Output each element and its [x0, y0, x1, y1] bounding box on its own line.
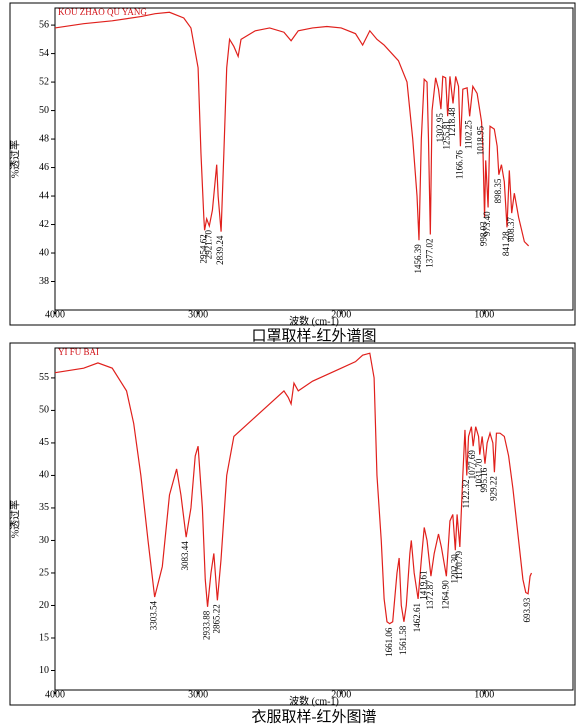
outer-frame	[9, 2, 576, 326]
peak-label: 1372.87	[425, 580, 435, 610]
peak-label: 929.22	[488, 476, 498, 501]
x-tick-label: 1000	[474, 689, 494, 700]
y-tick-label: 56	[39, 19, 49, 30]
peak-label: 2921.70	[203, 229, 213, 259]
y-tick-label: 10	[39, 665, 49, 676]
peak-label: 1561.58	[398, 625, 408, 655]
y-tick-label: 54	[39, 48, 49, 59]
peak-label: 2933.88	[202, 610, 212, 640]
plot-frame	[54, 7, 574, 311]
spectrum-line	[54, 11, 530, 247]
y-tick-label: 15	[39, 632, 49, 643]
peak-label: 1302.95	[435, 113, 445, 143]
x-tick-label: 3000	[188, 689, 208, 700]
chart-title: YI FU BAI	[58, 347, 99, 357]
peak-label: 841.28	[501, 231, 511, 256]
peak-label: 1102.25	[464, 120, 474, 149]
x-tick-label: 3000	[188, 309, 208, 320]
x-tick-label: 4000	[45, 689, 65, 700]
peak-label: 995.16	[479, 467, 489, 492]
peak-label: 1456.39	[413, 244, 423, 274]
x-tick-label: 4000	[45, 309, 65, 320]
peak-label: 1377.02	[424, 239, 434, 268]
peak-label: 1166.76	[454, 150, 464, 179]
peak-label: 808.37	[506, 217, 516, 242]
peak-label: 1264.90	[440, 580, 450, 610]
y-tick-label: 35	[39, 502, 49, 513]
peak-label: 1170.79	[454, 550, 464, 579]
y-axis-label: %透过率	[8, 500, 21, 538]
y-tick-label: 42	[39, 219, 49, 230]
x-tick-label: 1000	[474, 309, 494, 320]
peak-label: 1018.95	[476, 125, 486, 155]
y-tick-label: 45	[39, 437, 49, 448]
y-tick-label: 25	[39, 567, 49, 578]
x-axis-label: 波数 (cm-1)	[289, 694, 339, 707]
y-tick-label: 20	[39, 600, 49, 611]
y-tick-label: 50	[39, 405, 49, 416]
peak-label: 898.35	[493, 178, 503, 203]
y-tick-label: 40	[39, 247, 49, 258]
peak-label: 2954.62	[199, 234, 209, 263]
peak-label: 693.93	[522, 597, 532, 622]
peak-label: 1031.70	[474, 458, 484, 488]
y-tick-label: 30	[39, 535, 49, 546]
peak-label: 998.03	[479, 221, 489, 246]
x-axis-label: 波数 (cm-1)	[289, 314, 339, 327]
plot-frame	[54, 347, 574, 691]
chart-title: KOU ZHAO QU YANG	[58, 7, 147, 17]
spectrum-line	[54, 352, 533, 625]
peak-label: 3303.54	[149, 601, 159, 631]
peak-label: 3083.44	[180, 541, 190, 571]
y-tick-label: 38	[39, 276, 49, 287]
peak-label: 1122.32	[461, 479, 471, 508]
caption: 口罩取样-红外谱图	[252, 327, 377, 344]
y-tick-label: 52	[39, 76, 49, 87]
y-tick-label: 40	[39, 470, 49, 481]
y-axis-label: %透过率	[8, 140, 21, 178]
outer-frame	[9, 342, 576, 706]
peak-label: 1218.48	[447, 107, 457, 137]
y-tick-label: 44	[39, 190, 49, 201]
peak-label: 973.40	[482, 211, 492, 236]
x-tick-label: 2000	[331, 309, 351, 320]
peak-label: 1419.61	[418, 570, 428, 599]
y-tick-label: 48	[39, 133, 49, 144]
peak-label: 1462.61	[412, 603, 422, 632]
peak-label: 1255.81	[442, 120, 452, 149]
peak-label: 1077.69	[467, 450, 477, 480]
y-tick-label: 55	[39, 372, 49, 383]
peak-label: 1202.30	[449, 554, 459, 584]
y-tick-label: 46	[39, 162, 49, 173]
peak-label: 2839.24	[215, 235, 225, 265]
y-tick-label: 50	[39, 105, 49, 116]
peak-label: 2865.22	[211, 604, 221, 633]
peak-label: 1661.06	[384, 627, 394, 657]
caption: 衣服取样-红外图谱	[252, 708, 377, 725]
x-tick-label: 2000	[331, 689, 351, 700]
